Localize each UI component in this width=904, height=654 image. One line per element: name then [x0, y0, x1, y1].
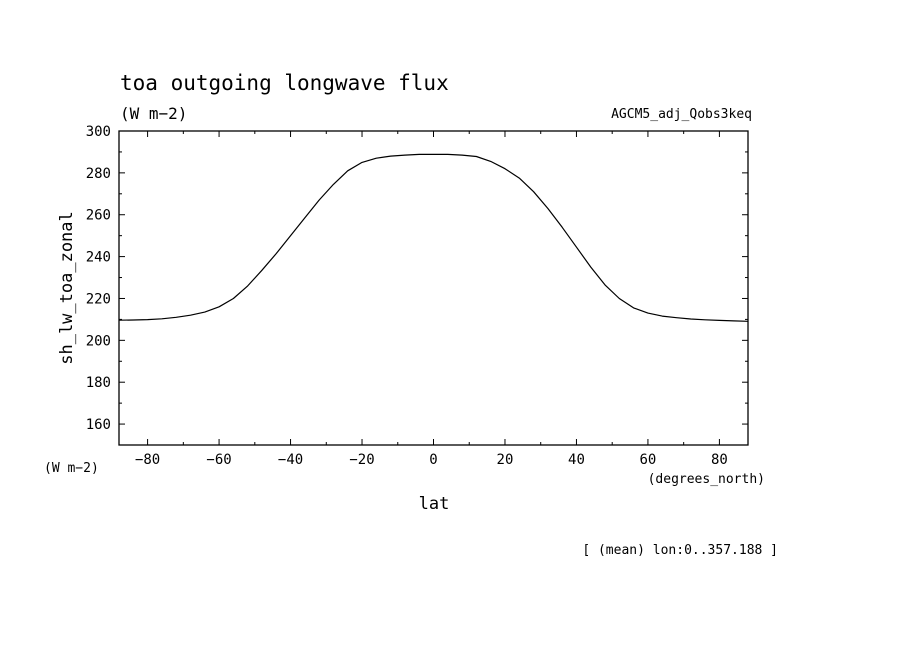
x-tick-label: 80 — [711, 452, 728, 468]
y-tick-label: 280 — [86, 166, 111, 182]
x-tick-label: −20 — [349, 452, 374, 468]
plot-frame — [118, 130, 749, 446]
x-axis-label: lat — [419, 494, 450, 514]
y-tick-label: 160 — [86, 417, 111, 433]
x-tick-label: −60 — [206, 452, 231, 468]
y-axis-units: (W m−2) — [44, 461, 99, 476]
y-tick-label: 220 — [86, 291, 111, 307]
series-line — [118, 153, 749, 322]
x-tick-label: 0 — [429, 452, 437, 468]
y-tick-label: 180 — [86, 375, 111, 391]
x-tick-label: −80 — [135, 452, 160, 468]
y-tick-label: 300 — [86, 124, 111, 140]
y-axis-label: sh_lw_toa_zonal — [57, 211, 77, 365]
experiment-label: AGCM5_adj_Qobs3keq — [611, 107, 752, 122]
y-tick-label: 260 — [86, 208, 111, 224]
y-tick-label: 240 — [86, 250, 111, 266]
plot-area: 160 180 200 220 240 260 280 300 −80 −60 −40 −20 0 20 4… — [86, 124, 749, 468]
chart-units: (W m−2) — [120, 104, 187, 123]
x-tick-label: 40 — [568, 452, 585, 468]
x-tick-label: 20 — [497, 452, 514, 468]
footnote: [ (mean) lon:0..357.188 ] — [582, 543, 778, 558]
y-tick-label: 200 — [86, 333, 111, 349]
x-tick-label: −40 — [278, 452, 303, 468]
chart-title: toa outgoing longwave flux — [120, 71, 449, 95]
x-tick-label: 60 — [640, 452, 657, 468]
x-axis-units: (degrees_north) — [648, 472, 765, 487]
